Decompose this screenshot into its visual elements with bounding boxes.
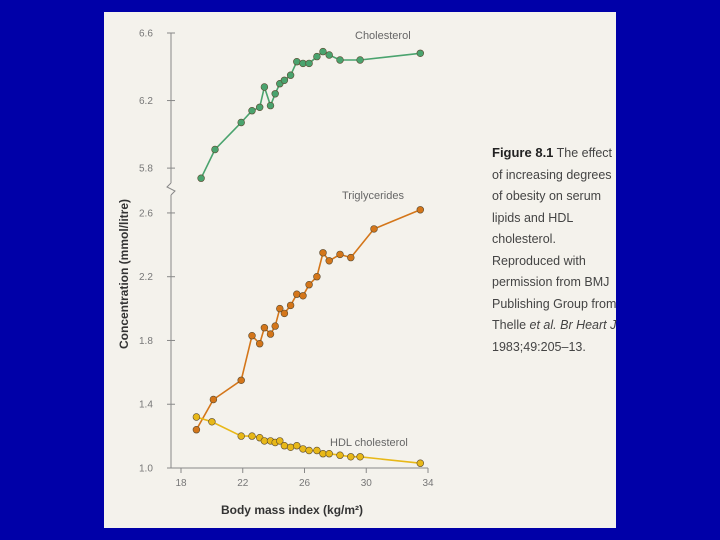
data-point-cholesterol-11 xyxy=(293,57,301,66)
y-tick-label-lower-2: 1.8 xyxy=(139,336,153,347)
data-point-triglycerides-12 xyxy=(299,292,307,300)
data-point-hdl-cholesterol-0 xyxy=(192,413,201,421)
chart-axes: 5.8 6.2 6.6 1.0 1.4 1.8 2.2 2.6 18 22 26 30 34 xyxy=(139,29,434,490)
y-tick-label-lower-4: 2.6 xyxy=(139,208,153,219)
data-point-cholesterol-16 xyxy=(325,51,333,59)
data-point-triglycerides-1 xyxy=(209,395,218,404)
data-point-cholesterol-0 xyxy=(197,174,205,182)
y-tick-label-upper-1: 6.2 xyxy=(139,96,153,107)
x-tick-label-3: 30 xyxy=(361,478,373,489)
data-point-cholesterol-17 xyxy=(336,56,344,64)
axis-break-mark xyxy=(166,182,176,196)
data-point-triglycerides-0 xyxy=(192,426,201,434)
chart-series xyxy=(192,47,424,467)
data-point-triglycerides-17 xyxy=(336,250,344,259)
data-point-cholesterol-18 xyxy=(356,56,364,64)
data-point-triglycerides-6 xyxy=(266,330,275,338)
lipid-chart: 5.8 6.2 6.6 1.0 1.4 1.8 2.2 2.6 18 22 26 30 34 Chole… xyxy=(117,29,434,518)
data-point-triglycerides-15 xyxy=(319,249,327,257)
x-axis-title: Body mass index (kg/m²) xyxy=(221,503,363,517)
data-point-triglycerides-3 xyxy=(248,332,256,340)
data-point-triglycerides-2 xyxy=(237,376,245,384)
data-point-hdl-cholesterol-16 xyxy=(325,450,333,458)
data-point-hdl-cholesterol-12 xyxy=(299,445,307,453)
data-point-cholesterol-13 xyxy=(305,59,313,68)
data-point-hdl-cholesterol-15 xyxy=(319,450,327,458)
data-point-cholesterol-4 xyxy=(256,103,264,112)
data-point-cholesterol-15 xyxy=(319,47,327,56)
y-tick-label-lower-0: 1.0 xyxy=(139,464,153,475)
data-point-triglycerides-11 xyxy=(293,290,301,298)
data-point-cholesterol-14 xyxy=(313,52,321,61)
data-point-hdl-cholesterol-10 xyxy=(286,443,295,451)
caption-text-main: The effect of increasing degrees of obes… xyxy=(492,146,617,332)
caption-citation: et al. Br Heart J xyxy=(529,318,617,332)
data-point-triglycerides-13 xyxy=(305,281,313,289)
data-point-hdl-cholesterol-14 xyxy=(313,446,321,455)
series-label-hdl: HDL cholesterol xyxy=(330,437,408,449)
data-point-hdl-cholesterol-13 xyxy=(305,446,313,455)
data-point-triglycerides-8 xyxy=(276,304,284,313)
data-point-hdl-cholesterol-1 xyxy=(208,418,216,426)
data-point-hdl-cholesterol-17 xyxy=(336,451,344,459)
data-point-triglycerides-20 xyxy=(416,206,424,214)
data-point-triglycerides-9 xyxy=(280,309,289,318)
data-point-triglycerides-16 xyxy=(325,257,333,265)
data-point-hdl-cholesterol-9 xyxy=(280,442,289,450)
data-point-cholesterol-10 xyxy=(286,71,295,79)
caption-figure-label: Figure 8.1 xyxy=(492,145,554,160)
data-point-hdl-cholesterol-2 xyxy=(237,432,245,440)
y-axis-title: Concentration (mmol/litre) xyxy=(117,199,131,349)
caption-text-end: 1983;49:205–13. xyxy=(492,339,586,354)
series-label-triglycerides: Triglycerides xyxy=(342,190,404,202)
data-point-cholesterol-5 xyxy=(260,83,269,91)
x-tick-label-2: 26 xyxy=(299,478,311,489)
data-point-cholesterol-12 xyxy=(299,59,307,68)
data-point-hdl-cholesterol-5 xyxy=(260,437,269,445)
x-tick-label-1: 22 xyxy=(237,478,249,489)
data-point-triglycerides-19 xyxy=(370,225,378,233)
data-point-triglycerides-14 xyxy=(313,273,321,281)
x-tick-label-4: 34 xyxy=(422,478,434,489)
data-point-cholesterol-2 xyxy=(237,118,245,127)
data-point-hdl-cholesterol-19 xyxy=(356,453,364,461)
data-point-triglycerides-18 xyxy=(347,253,355,262)
data-point-cholesterol-1 xyxy=(211,145,219,154)
series-line-triglycerides xyxy=(195,209,421,431)
figure-panel: 5.8 6.2 6.6 1.0 1.4 1.8 2.2 2.6 18 22 26 30 34 Chole… xyxy=(104,12,616,528)
data-point-cholesterol-3 xyxy=(248,106,256,115)
data-point-hdl-cholesterol-18 xyxy=(347,453,355,461)
data-point-hdl-cholesterol-3 xyxy=(248,432,256,440)
series-line-cholesterol xyxy=(200,50,421,179)
data-point-cholesterol-7 xyxy=(271,90,279,98)
data-point-cholesterol-6 xyxy=(266,101,275,110)
series-label-cholesterol: Cholesterol xyxy=(355,30,411,42)
data-point-cholesterol-19 xyxy=(416,49,424,57)
y-tick-label-upper-0: 5.8 xyxy=(139,164,153,175)
y-tick-label-upper-2: 6.6 xyxy=(139,29,153,40)
data-point-hdl-cholesterol-8 xyxy=(276,437,284,445)
data-point-hdl-cholesterol-11 xyxy=(293,442,301,450)
figure-caption: Figure 8.1 The effect of increasing degr… xyxy=(492,142,622,358)
data-point-hdl-cholesterol-20 xyxy=(416,459,424,467)
data-point-triglycerides-7 xyxy=(271,322,279,330)
x-tick-label-0: 18 xyxy=(175,478,187,489)
y-tick-label-lower-3: 2.2 xyxy=(139,272,153,283)
data-point-cholesterol-9 xyxy=(280,76,289,85)
data-point-triglycerides-10 xyxy=(286,301,295,310)
y-tick-label-lower-1: 1.4 xyxy=(139,400,153,411)
data-point-triglycerides-5 xyxy=(260,324,269,332)
data-point-triglycerides-4 xyxy=(256,340,264,348)
